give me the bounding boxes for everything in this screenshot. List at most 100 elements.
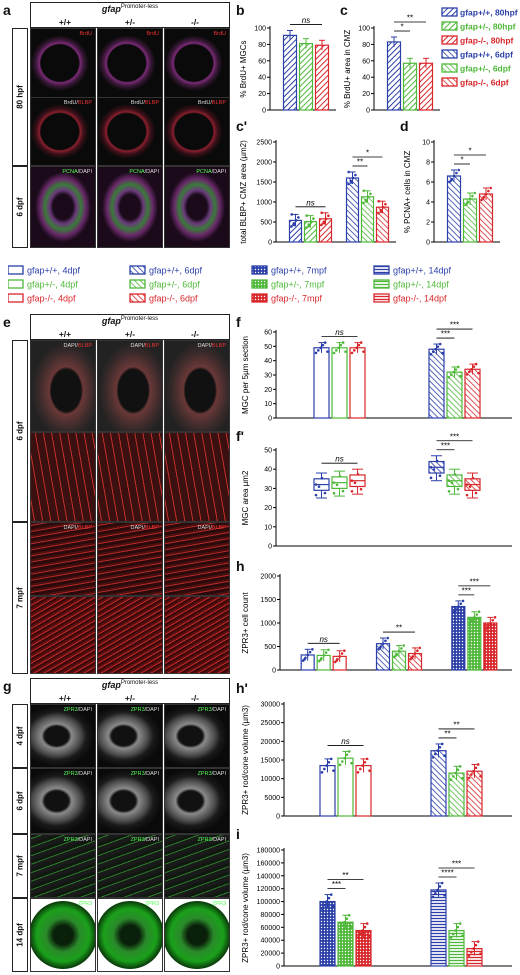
- data-point: [470, 950, 473, 954]
- data-point: [438, 885, 442, 888]
- significance-label: ****: [441, 868, 453, 877]
- header-a: gfapPromoter-less +/+ +/- -/-: [30, 2, 230, 28]
- genotype-het: +/-: [124, 329, 136, 339]
- data-point: [329, 757, 333, 761]
- data-point: [303, 657, 306, 661]
- genotype-het: +/-: [124, 693, 136, 703]
- data-point: [325, 764, 328, 767]
- row-label-80hpf: 80 hpf: [12, 28, 28, 166]
- data-point: [338, 475, 342, 478]
- y-tick-label: 80: [258, 42, 266, 49]
- data-point: [308, 650, 312, 654]
- data-point: [493, 616, 497, 619]
- data-point: [365, 757, 369, 761]
- data-point: [350, 351, 354, 355]
- data-point: [320, 771, 324, 774]
- data-point: [309, 220, 313, 223]
- data-point: [413, 652, 417, 655]
- data-point: [489, 186, 492, 190]
- y-tick-label: 2000: [256, 160, 272, 167]
- data-point: [449, 778, 453, 782]
- data-point: [461, 934, 464, 938]
- significance-label: ns: [319, 635, 327, 644]
- panel-label-h-prime: h': [236, 680, 248, 696]
- bar: [282, 34, 298, 111]
- data-point: [327, 648, 330, 652]
- data-point: [338, 763, 342, 767]
- data-point: [368, 769, 371, 772]
- legend-label: gfap+/-, 7mpf: [271, 280, 325, 290]
- data-point: [456, 768, 460, 772]
- y-tick-label: 0: [366, 108, 370, 115]
- significance-label: **: [342, 871, 348, 880]
- stain-label: ZPR3/DAPI: [197, 771, 226, 777]
- y-tick-label: 15000: [261, 758, 281, 765]
- data-point: [325, 900, 328, 903]
- data-point: [349, 181, 353, 184]
- micrograph-brdu-blbp: BrdU/BLBP: [97, 97, 163, 166]
- data-point: [381, 205, 385, 209]
- micrograph-brdu: BrdU: [30, 28, 96, 98]
- data-point: [359, 767, 362, 771]
- data-point: [484, 192, 488, 196]
- micrograph-dapi-blbp: DAPI/BLBP: [30, 522, 96, 596]
- data-point: [378, 646, 382, 650]
- micrograph-zpr3: ZPR3: [164, 898, 230, 972]
- data-point: [317, 485, 321, 488]
- data-point: [305, 226, 308, 229]
- y-axis-label: ZPR3+ rod/cone volume (µm3): [241, 705, 250, 815]
- data-point: [475, 613, 479, 616]
- data-point: [319, 658, 322, 661]
- legend-swatch: [441, 21, 458, 31]
- legend-top: gfap+/+, 80hpf gfap+/-, 80hpf gfap-/-, 80h…: [441, 7, 518, 88]
- y-tick-label: 1000: [260, 621, 276, 628]
- data-point: [290, 225, 293, 228]
- data-point: [357, 343, 361, 347]
- data-point: [457, 168, 460, 172]
- stain-label: BrdU: [213, 31, 226, 37]
- micrograph-pcna: PCNA/DAPI: [97, 166, 163, 248]
- data-point: [447, 479, 451, 483]
- data-point: [450, 373, 453, 377]
- data-point: [394, 654, 398, 657]
- y-tick-label: 1500: [256, 180, 272, 187]
- data-point: [320, 907, 324, 910]
- header-g-title: gfapPromoter-less: [101, 680, 159, 690]
- data-point: [429, 465, 433, 469]
- data-point: [347, 170, 350, 174]
- significance-label: ***: [441, 330, 450, 339]
- stain-label: DAPI/BLBP: [197, 343, 226, 349]
- data-point: [355, 346, 358, 350]
- micrograph-zpr3-dapi: ZPR3/DAPI: [30, 768, 96, 834]
- data-point: [319, 346, 322, 350]
- y-tick-label: 140000: [257, 873, 280, 880]
- y-tick-label: 0: [426, 240, 430, 247]
- legend-swatch: [441, 63, 458, 73]
- data-point: [340, 652, 344, 655]
- data-point: [456, 365, 460, 369]
- data-point: [290, 213, 293, 216]
- data-point: [350, 926, 353, 929]
- data-point: [472, 769, 475, 773]
- chart-c-prime: total BLBP+ CMZ area (µm2) 0 500 1000 1500 20…: [239, 140, 396, 247]
- data-point: [338, 655, 342, 658]
- data-point: [322, 222, 326, 225]
- micrograph-dapi-blbp-inset: [164, 432, 230, 522]
- y-tick-label: 80: [362, 42, 370, 49]
- data-point: [311, 648, 314, 651]
- data-point: [489, 621, 492, 625]
- legend-label: gfap-/-, 80hpf: [460, 36, 514, 46]
- y-tick-label: 40000: [261, 938, 281, 945]
- y-tick-label: 0: [268, 544, 272, 551]
- y-axis-label: % PCNA+ cells in CMZ: [403, 151, 412, 234]
- chart-i: ZPR3+ rod/cone volume (µm3) 0 20000 40000 60…: [241, 848, 512, 971]
- data-point: [472, 947, 475, 950]
- bar: [451, 605, 466, 671]
- stain-label: BrdU/BLBP: [130, 100, 159, 106]
- data-point: [479, 952, 482, 956]
- micrograph-zpr3-dapi: ZPR3/DAPI: [97, 704, 163, 768]
- stain-label: BrdU/BLBP: [197, 100, 226, 106]
- data-point: [322, 654, 326, 657]
- y-tick-label: 6: [426, 180, 430, 187]
- data-point: [476, 940, 480, 943]
